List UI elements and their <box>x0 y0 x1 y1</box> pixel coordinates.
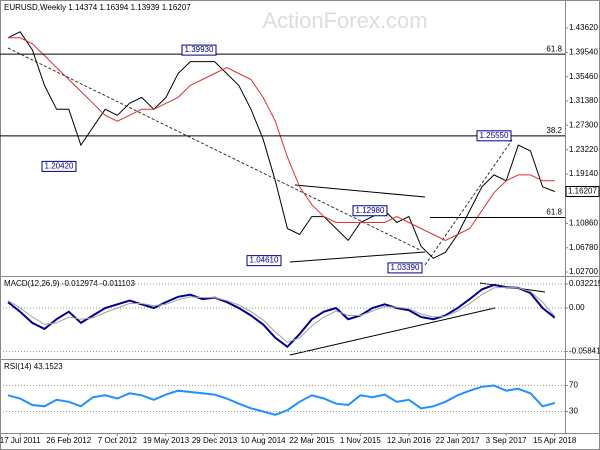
y-tick-label: 70 <box>569 381 578 390</box>
series-line <box>7 384 556 416</box>
current-price-box <box>565 186 600 198</box>
trendline <box>424 139 513 266</box>
watermark: ActionForex.com <box>262 8 427 33</box>
annotation-label: 1.03390 <box>391 263 420 272</box>
x-tick-label: 26 Feb 2012 <box>46 436 91 445</box>
y-tick-label: 1.19140 <box>569 169 598 178</box>
level-label: 61.8 <box>546 44 562 53</box>
annotation-box <box>41 160 77 172</box>
level-label: 38.2 <box>546 126 562 135</box>
y-tick-label: 0.00 <box>569 303 585 312</box>
y-tick-label: 1.31380 <box>569 96 598 105</box>
x-tick-label: 17 Jul 2011 <box>0 436 41 445</box>
x-tick-label: 22 Jan 2017 <box>436 436 481 445</box>
annotation-label: 1.39930 <box>185 45 214 54</box>
y-tick-label: 0.032215 <box>569 279 600 288</box>
y-tick-label: 30 <box>569 407 578 416</box>
x-tick-label: 19 May 2013 <box>143 436 190 445</box>
y-tick-label: 1.10860 <box>569 218 598 227</box>
trendline <box>294 184 426 198</box>
y-tick-label: 1.06780 <box>569 243 598 252</box>
annotation-box <box>476 130 512 142</box>
annotation-box <box>246 255 282 267</box>
annotation-box <box>387 262 423 274</box>
x-tick-label: 7 Oct 2012 <box>98 436 138 445</box>
annotation-label: 1.20420 <box>45 162 74 171</box>
y-tick-label: 1.02700 <box>569 267 598 276</box>
trendline <box>289 251 426 263</box>
annotation-label: 1.04610 <box>250 256 279 265</box>
y-tick-label: 1.43620 <box>569 23 598 32</box>
x-tick-label: 12 Jun 2016 <box>387 436 432 445</box>
level-label: 61.8 <box>546 208 562 217</box>
y-tick-label: -0.058413 <box>569 347 600 356</box>
y-tick-label: 1.27300 <box>569 120 598 129</box>
series-line <box>8 37 555 241</box>
x-tick-label: 10 Aug 2014 <box>241 436 286 445</box>
trendline <box>289 307 496 356</box>
trendline <box>7 47 421 251</box>
y-tick-label: 1.35460 <box>569 72 598 81</box>
series-line <box>7 283 556 349</box>
x-tick-label: 29 Dec 2013 <box>192 436 238 445</box>
x-tick-label: 1 Nov 2015 <box>340 436 381 445</box>
x-tick-label: 15 Apr 2018 <box>533 436 577 445</box>
annotation-box <box>352 205 388 217</box>
x-tick-label: 22 Mar 2015 <box>289 436 334 445</box>
annotation-label: 1.12980 <box>356 206 385 215</box>
x-tick-label: 3 Sep 2017 <box>486 436 527 445</box>
current-price-label: 1.16207 <box>568 187 597 196</box>
annotation-label: 1.25550 <box>480 131 509 140</box>
y-tick-label: 1.39540 <box>569 48 598 57</box>
y-tick-label: 1.23220 <box>569 145 598 154</box>
series-line <box>7 286 556 343</box>
series-line <box>7 31 555 259</box>
chart-title: EURUSD,Weekly 1.14374 1.16394 1.13939 1.… <box>4 3 191 12</box>
annotation-box <box>181 44 217 56</box>
rsi-title: RSI(14) 43.1523 <box>4 362 63 371</box>
